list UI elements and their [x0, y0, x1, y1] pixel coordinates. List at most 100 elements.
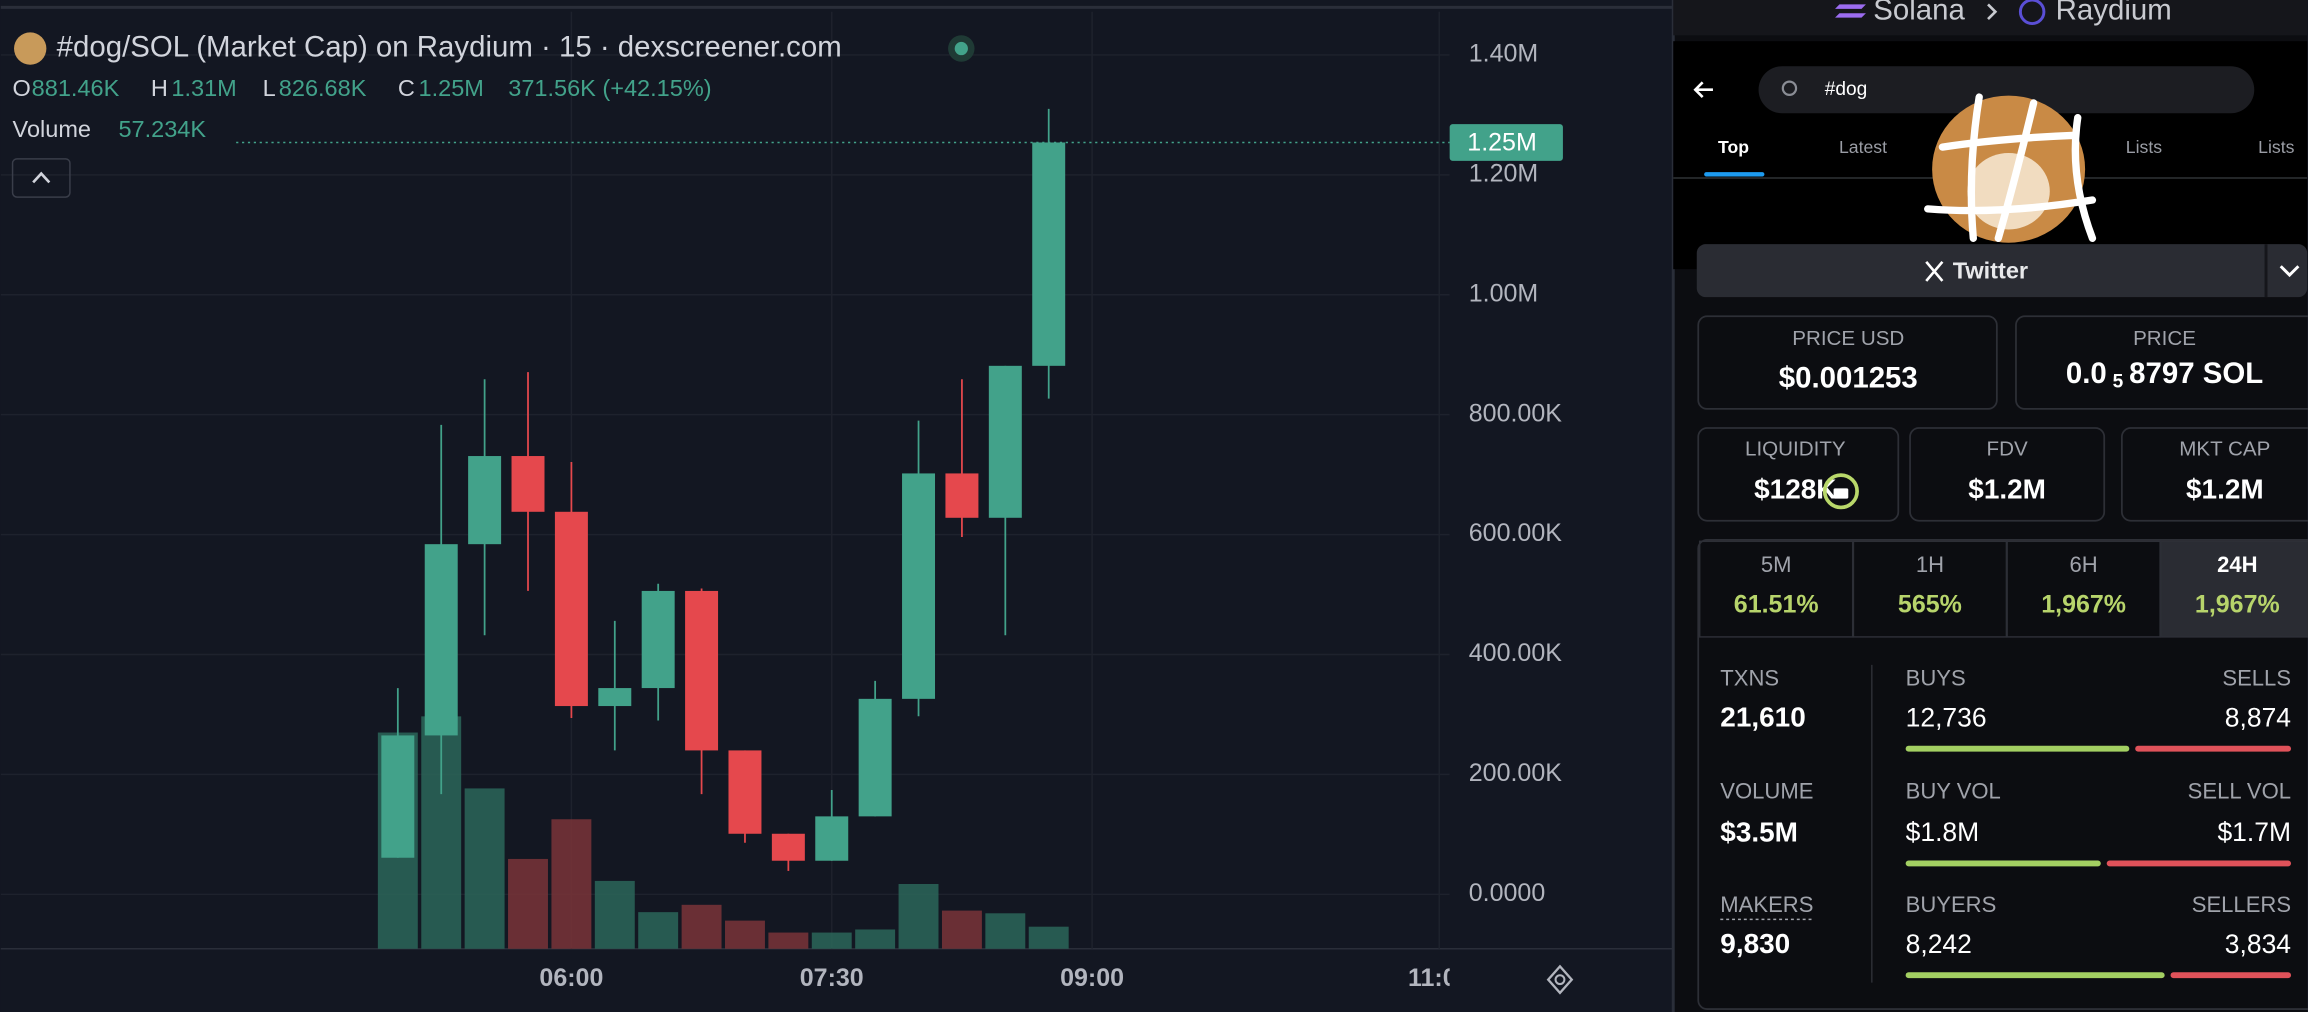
axes: 0.0000 200.00K 400.00K 600.00K 800.00K 1.00M 1…	[13, 30, 1563, 907]
ratio-bar-left	[1905, 860, 2101, 867]
stat-label: PRICE USD	[1792, 327, 1904, 350]
collapse-button[interactable]	[11, 158, 71, 198]
stat-value: 9,830	[1720, 928, 1790, 959]
ohlc-key: C	[398, 75, 415, 101]
stat-value: $1.2M	[1968, 474, 2046, 505]
candle-body	[902, 473, 936, 699]
raydium-icon	[2018, 0, 2046, 26]
metric-box	[2120, 427, 2308, 522]
stat-label: BUYERS	[1906, 892, 1997, 917]
search-text[interactable]: #dog	[1825, 79, 1868, 100]
dropdown-chevron[interactable]	[2279, 265, 2300, 278]
volume-bar	[681, 904, 722, 949]
stat-value: $0.001253	[1779, 361, 1918, 394]
timeframe-label[interactable]: 6H	[2070, 552, 2098, 577]
x-icon[interactable]	[1925, 260, 1944, 282]
y-tick-label: 200.00K	[1469, 759, 1562, 787]
y-tick-label: 1.00M	[1469, 279, 1538, 307]
volume-bar	[594, 880, 635, 949]
volume-bar	[1028, 926, 1069, 949]
ratio-bar-right	[2135, 745, 2292, 752]
candle-body	[815, 816, 849, 861]
avatar-scribble	[1924, 93, 2097, 242]
ratio-bar-left	[1905, 972, 2165, 979]
volume-bar	[638, 912, 679, 949]
search-icon	[1781, 80, 1798, 96]
twitter-button[interactable]	[1696, 244, 2308, 298]
timeframe-label[interactable]: 1H	[1916, 552, 1944, 577]
price-subscript: 5	[2113, 371, 2124, 392]
ohlc-key: H	[151, 75, 168, 101]
candle-body	[554, 511, 588, 707]
solana-icon	[1835, 4, 1866, 18]
tab[interactable]: Lists	[2126, 137, 2162, 157]
y-tick-label: 0.0000	[1469, 879, 1545, 907]
stat-label: BUYS	[1906, 665, 1966, 690]
timeframe-value[interactable]: 1,967%	[2041, 591, 2126, 619]
candle-body	[988, 365, 1022, 518]
twitter-text[interactable]: Twitter	[1953, 257, 2028, 283]
x-tick-label: 11:00	[1408, 964, 1471, 992]
plot: 06:00 07:30 09:00 11:00	[0, 11, 1471, 992]
tab[interactable]: Latest	[1839, 137, 1887, 157]
price-prefix: 0.0	[2066, 357, 2107, 390]
candle-body	[641, 590, 675, 689]
stat-value: $1.2M	[2186, 474, 2264, 505]
stat-value: $1.7M	[2217, 817, 2291, 847]
y-tick-label: 1.40M	[1469, 40, 1538, 68]
timeframe-cell[interactable]	[2160, 540, 2308, 638]
collapse-icon[interactable]	[32, 171, 51, 184]
volume-bar	[551, 819, 592, 949]
stat-label: PRICE	[2133, 327, 2196, 350]
volume-bar	[985, 913, 1026, 949]
timeframe-value[interactable]: 1,967%	[2195, 591, 2280, 619]
breadcrumb-item[interactable]: Raydium	[2056, 0, 2172, 27]
candle-body	[598, 688, 632, 707]
search-box[interactable]	[1758, 66, 2255, 114]
stat-label: SELLERS	[2192, 892, 2291, 917]
stat-label: FDV	[1987, 438, 2028, 461]
lock-icon	[1822, 473, 1859, 510]
stat-value: 8,242	[1906, 929, 1972, 959]
ratio-bar-right	[2106, 860, 2292, 867]
y-tick-label: 600.00K	[1469, 519, 1562, 547]
stats-box	[1697, 538, 2308, 1010]
candle-body	[1032, 142, 1066, 366]
metric-box	[1909, 427, 2106, 522]
breadcrumb-item[interactable]: Solana	[1873, 0, 1965, 27]
candle-body	[381, 735, 415, 858]
stat-value: 21,610	[1720, 702, 1805, 733]
price-label-box	[1449, 124, 1563, 161]
settings-icon[interactable]	[1546, 964, 1574, 995]
stat-value: 8,874	[2225, 702, 2291, 732]
stat-label: BUY VOL	[1906, 779, 2001, 804]
stat-label: VOLUME	[1720, 779, 1813, 804]
candle-body	[728, 750, 762, 834]
settings-icon-center[interactable]	[1554, 974, 1566, 986]
stat-label: MAKERS	[1720, 892, 1813, 917]
volume-bar	[768, 932, 809, 949]
volume-bar	[464, 788, 505, 949]
stat-value: $3.5M	[1720, 816, 1798, 847]
stat-value: 3,834	[2225, 929, 2291, 959]
timeframe-label[interactable]: 24H	[2217, 552, 2257, 577]
candle-body	[945, 473, 979, 518]
candle-body	[771, 833, 805, 861]
stat-label: SELLS	[2222, 665, 2291, 690]
tab-underline	[1704, 172, 1765, 177]
timeframe-value[interactable]: 61.51%	[1734, 591, 1819, 619]
timeframe-label[interactable]: 5M	[1761, 552, 1792, 577]
back-arrow[interactable]	[1693, 81, 1713, 99]
status-dot	[954, 41, 968, 56]
x-tick-label: 06:00	[539, 964, 603, 992]
ohlc-value: 881.46K	[32, 75, 120, 101]
candle-body	[858, 698, 892, 817]
lock-body	[1833, 488, 1849, 499]
tab[interactable]: Top	[1718, 137, 1749, 157]
timeframe-value[interactable]: 565%	[1898, 591, 1962, 619]
token-icon	[14, 32, 47, 65]
ohlc-key: L	[263, 75, 276, 101]
tab[interactable]: Lists	[2258, 137, 2294, 157]
